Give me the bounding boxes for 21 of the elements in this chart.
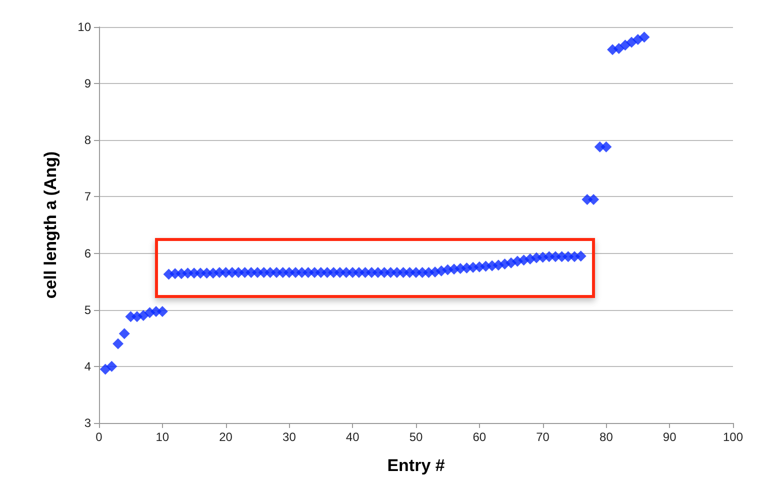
y-tick-label: 9 xyxy=(84,76,92,91)
y-tick-label: 3 xyxy=(84,416,92,430)
x-tick-label: 0 xyxy=(96,430,103,444)
x-axis-title: Entry # xyxy=(387,456,446,475)
x-tick-label: 100 xyxy=(722,430,744,444)
y-tick-label: 10 xyxy=(78,20,92,34)
x-tick-label: 10 xyxy=(156,430,170,444)
y-tick-label: 7 xyxy=(84,190,92,204)
x-tick-label: 70 xyxy=(536,430,550,444)
y-tick-label: 6 xyxy=(84,246,92,260)
y-tick-label: 4 xyxy=(84,359,92,374)
x-tick-label: 60 xyxy=(472,430,486,444)
y-tick-label: 8 xyxy=(84,133,92,148)
y-axis-title: cell length a (Ang) xyxy=(41,151,60,299)
x-tick-label: 20 xyxy=(219,430,233,444)
x-tick-label: 30 xyxy=(282,430,296,444)
x-tick-label: 50 xyxy=(409,430,423,444)
x-tick-label: 40 xyxy=(346,430,360,444)
x-tick-label: 80 xyxy=(600,430,614,444)
x-tick-label: 90 xyxy=(662,430,677,444)
y-tick-label: 5 xyxy=(84,302,92,317)
